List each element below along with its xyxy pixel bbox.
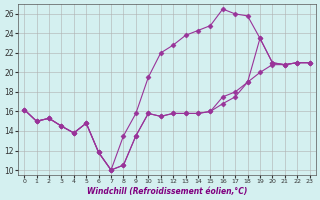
X-axis label: Windchill (Refroidissement éolien,°C): Windchill (Refroidissement éolien,°C) — [87, 187, 247, 196]
